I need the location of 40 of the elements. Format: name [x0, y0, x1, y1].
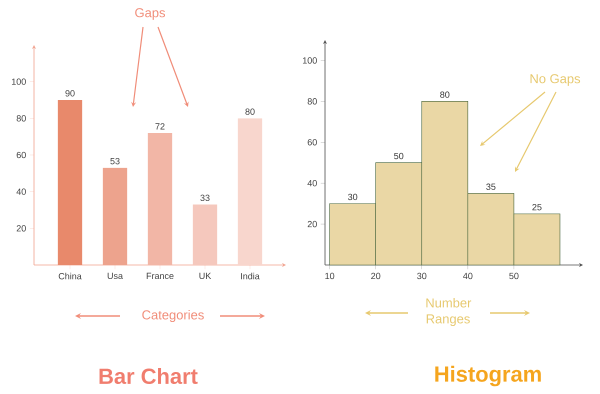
data-label: 50 [394, 152, 404, 160]
y-tick-label: 20 [16, 225, 26, 232]
y-tick-label: 40 [16, 188, 26, 195]
y-tick-label: 100 [12, 78, 26, 85]
x-axis-title: Categories [142, 310, 204, 322]
x-tick-label: 20 [371, 272, 380, 280]
text: Gaps [135, 8, 166, 20]
x-tick-label: 50 [509, 272, 519, 280]
data-label: 80 [440, 91, 450, 98]
x-tick-label: France [146, 272, 174, 280]
y-tick-label: 100 [302, 57, 317, 64]
y-tick-label: 80 [16, 115, 26, 122]
bar [58, 100, 82, 265]
x-tick-label: 10 [325, 272, 334, 280]
data-label: 30 [348, 194, 358, 200]
x-axis-title: Number Ranges [426, 298, 472, 326]
bar [238, 118, 262, 265]
y-tick-label: 80 [308, 98, 317, 105]
text: Bar Chart [100, 368, 198, 384]
y-tick-label: 60 [308, 139, 317, 146]
data-label: 33 [200, 194, 210, 201]
x-tick-label: India [241, 272, 260, 280]
x-tick-label: Usa [108, 272, 123, 280]
data-label: 90 [65, 90, 75, 96]
x-tick-label: UK [199, 272, 212, 280]
y-tick-label: 40 [307, 180, 317, 186]
data-label: 35 [486, 184, 496, 190]
x-tick-label: 40 [463, 272, 472, 280]
data-label: 72 [155, 123, 165, 130]
text: Histogram [435, 366, 541, 386]
x-tick-label: 30 [417, 272, 426, 280]
data-label: 53 [110, 158, 120, 164]
y-tick-label: 60 [16, 152, 26, 158]
bar [148, 133, 172, 265]
y-tick-label: 20 [308, 220, 317, 228]
x-tick-label: China [58, 272, 82, 280]
annotation: No Gaps [530, 74, 580, 86]
data-label: 80 [245, 108, 255, 115]
data-label: 25 [532, 204, 542, 210]
bar [192, 204, 218, 265]
